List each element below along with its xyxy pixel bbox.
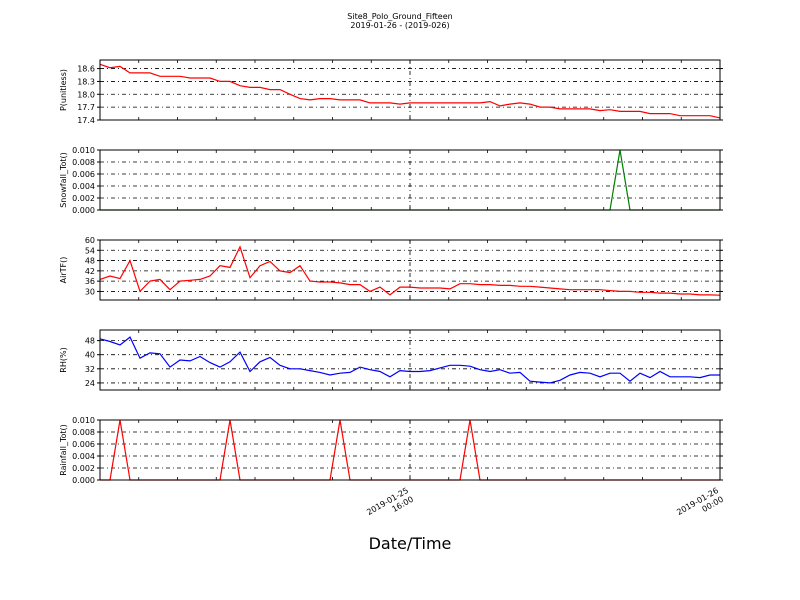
panel-2-ytick-label-2: 42 (85, 267, 95, 276)
panel-3-ytick-label-1: 32 (85, 365, 95, 374)
panel-4-frame (99, 419, 721, 481)
panel-0-ytick-label-4: 18.6 (77, 65, 95, 74)
panel-0-ytick-label-2: 18.0 (77, 90, 95, 99)
panel-1-ylabel: Snowfall_Tot() (59, 152, 68, 208)
panel-2-ytick-label-0: 30 (85, 287, 95, 296)
panel-4-ytick-label-3: 0.006 (72, 440, 95, 449)
chart-subtitle: 2019-01-26 - (2019-026) (350, 21, 450, 30)
panel-4-ytick-label-2: 0.004 (72, 452, 95, 461)
panel-3-ytick-label-3: 48 (85, 337, 95, 346)
panel-2-frame (99, 239, 721, 301)
panel-3-frame (99, 329, 721, 391)
panel-4-ytick-label-1: 0.002 (72, 464, 95, 473)
x-axis-label: Date/Time (368, 534, 452, 553)
panel-3-series-line (99, 336, 720, 384)
panel-4-ytick-label-0: 0.000 (72, 476, 95, 485)
panel-3-ytick-label-2: 40 (85, 351, 95, 360)
panel-3-ytick-label-0: 24 (85, 379, 95, 388)
panel-1-ytick-label-3: 0.006 (72, 170, 95, 179)
panel-1-ytick-label-0: 0.000 (72, 206, 95, 215)
panel-2-ytick-label-5: 60 (85, 236, 95, 245)
panel-1-ytick-label-5: 0.010 (72, 146, 95, 155)
x-tick-label-0: 2019-01-2516:00 (365, 486, 415, 526)
panel-2-ytick-label-1: 36 (85, 277, 95, 286)
panel-4-ytick-label-5: 0.010 (72, 416, 95, 425)
panel-0-series-line (99, 63, 721, 119)
panel-4-ytick-label-4: 0.008 (72, 428, 95, 437)
chart-title: Site8_Polo_Ground_Fifteen (347, 12, 453, 21)
panel-1-ytick-label-1: 0.002 (72, 194, 95, 203)
panel-3-ylabel: RH(%) (59, 347, 68, 372)
panel-2-ylabel: AirTF() (59, 257, 68, 284)
panel-1-ytick-label-2: 0.004 (72, 182, 95, 191)
x-tick-label-1: 2019-01-2600:00 (675, 486, 725, 526)
panel-4-ylabel: Rainfall_Tot() (59, 424, 68, 476)
panel-0-frame (99, 59, 721, 121)
panel-2-ytick-label-4: 54 (85, 246, 95, 255)
panel-2-ytick-label-3: 48 (85, 257, 95, 266)
panel-0-ytick-label-0: 17.4 (77, 116, 95, 125)
panel-1-frame (99, 149, 721, 211)
panel-0-ytick-label-1: 17.7 (77, 103, 95, 112)
panel-0-ytick-label-3: 18.3 (77, 77, 95, 86)
panel-2-series-line (99, 245, 721, 296)
panel-0-ylabel: P(unitless) (59, 69, 68, 111)
panel-1-ytick-label-4: 0.008 (72, 158, 95, 167)
